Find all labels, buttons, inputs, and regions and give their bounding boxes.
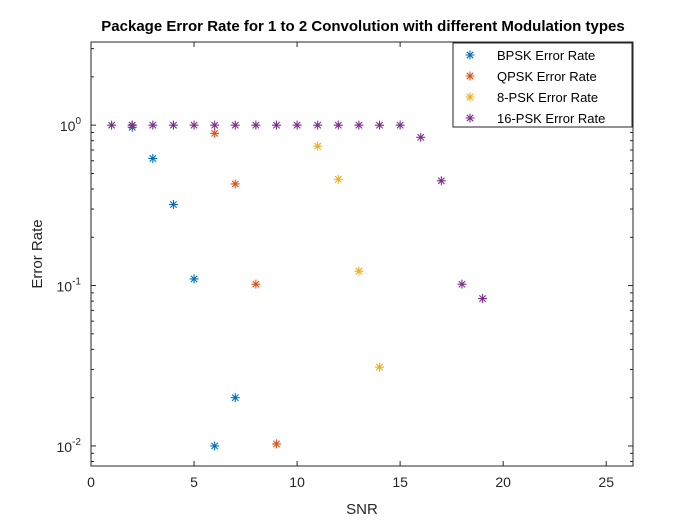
data-point-16-psk [189, 120, 199, 130]
data-point-16-psk [375, 120, 385, 130]
data-point-qpsk [271, 439, 281, 449]
data-point-16-psk [271, 120, 281, 130]
data-point-16-psk [416, 132, 426, 142]
data-point-16-psk [354, 120, 364, 130]
data-point-16-psk [333, 120, 343, 130]
data-point-16-psk [395, 120, 405, 130]
x-axis-label: SNR [346, 501, 378, 518]
data-point-qpsk [230, 179, 240, 189]
data-point-8-psk [375, 362, 385, 372]
data-point-16-psk [127, 120, 137, 130]
data-point-16-psk [292, 120, 302, 130]
legend-box [452, 42, 633, 128]
x-tick-label: 25 [598, 474, 614, 490]
legend-entry: BPSK Error Rate [497, 48, 595, 63]
y-axis-label: Error Rate [29, 219, 46, 288]
data-point-bpsk [189, 274, 199, 284]
data-point-16-psk [457, 279, 467, 289]
data-point-16-psk [107, 120, 117, 130]
data-point-16-psk [251, 120, 261, 130]
data-point-bpsk [230, 393, 240, 403]
legend-marker [465, 113, 475, 123]
data-point-16-psk [436, 176, 446, 186]
x-tick-label: 5 [190, 474, 198, 490]
legend-marker [465, 92, 475, 102]
legend: BPSK Error Rate QPSK Error Rate 8-PSK Erro… [452, 42, 633, 128]
data-point-8-psk [333, 174, 343, 184]
data-point-16-psk [230, 120, 240, 130]
x-tick-label: 0 [87, 474, 95, 490]
data-point-bpsk [148, 153, 158, 163]
y-tick-label: 10-2 [57, 437, 82, 455]
data-point-16-psk [210, 120, 220, 130]
axis-ticks: 0 5 10 15 20 25 10-2 10-1 100 [57, 42, 633, 490]
data-point-16-psk [148, 120, 158, 130]
legend-entry: 8-PSK Error Rate [497, 90, 598, 105]
legend-entry: QPSK Error Rate [497, 69, 597, 84]
legend-marker [465, 50, 475, 60]
data-point-8-psk [313, 141, 323, 151]
data-point-16-psk [313, 120, 323, 130]
x-tick-label: 15 [392, 474, 408, 490]
data-point-16-psk [478, 294, 488, 304]
y-tick-label: 100 [60, 116, 82, 134]
legend-marker [465, 71, 475, 81]
y-tick-label: 10-1 [57, 277, 82, 295]
chart-title: Package Error Rate for 1 to 2 Convolutio… [101, 18, 624, 35]
x-tick-label: 20 [495, 474, 511, 490]
data-point-16-psk [168, 120, 178, 130]
data-points [107, 120, 488, 451]
data-point-bpsk [168, 200, 178, 210]
x-tick-label: 10 [289, 474, 305, 490]
data-point-qpsk [251, 279, 261, 289]
data-point-8-psk [354, 266, 364, 276]
data-point-bpsk [210, 441, 220, 451]
legend-entry: 16-PSK Error Rate [497, 111, 605, 126]
data-point-qpsk [210, 128, 220, 138]
